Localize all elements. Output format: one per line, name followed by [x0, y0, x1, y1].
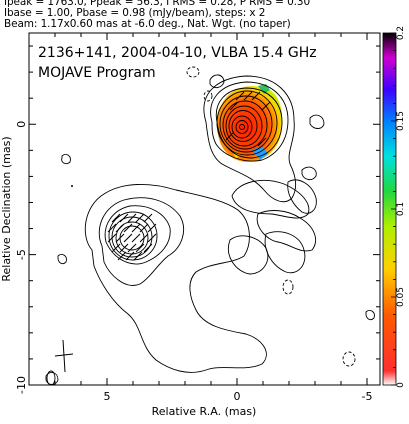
plot-frame [28, 32, 381, 386]
core-evpa-vectors [225, 91, 271, 147]
colorbar-ticks: 0 0.05 0.1 0.15 0.2 [391, 26, 406, 388]
y-axis: 0 -5 -10 [15, 45, 380, 394]
y-tick-label: -5 [15, 249, 28, 260]
header-intensity-stats: Ipeak = 1763.0, Ppeak = 56.3, I RMS = 0.… [4, 0, 311, 8]
colorbar-tick-label: 0.15 [396, 111, 406, 131]
negative-contours [186, 66, 356, 367]
beam-cross [54, 339, 74, 373]
x-axis: 5 0 -5 [28, 33, 373, 403]
colorbar-tick-label: 0 [396, 382, 406, 388]
y-tick-label: 0 [15, 121, 28, 128]
x-axis-label: Relative R.A. (mas) [152, 405, 257, 418]
y-tick-label: -10 [15, 376, 28, 394]
core-contours [203, 75, 297, 203]
x-tick-label: 0 [234, 390, 241, 403]
jet-contours [45, 74, 375, 385]
beam-ellipse [46, 370, 56, 385]
colorbar-tick-label: 0.2 [396, 26, 406, 40]
x-tick-label: -5 [362, 390, 373, 403]
colorbar-tick-label: 0.1 [396, 202, 406, 216]
program-title: MOJAVE Program [38, 65, 156, 81]
x-tick-label: 5 [104, 390, 111, 403]
polarization-color-edge-left [232, 150, 240, 160]
noise-dot [71, 185, 73, 187]
source-title: 2136+141, 2004-04-10, VLBA 15.4 GHz [38, 45, 317, 61]
header-base-levels: Ibase = 1.00, Pbase = 0.98 (mJy/beam), s… [4, 7, 266, 19]
y-axis-label: Relative Declination (mas) [0, 136, 13, 281]
colorbar-tick-label: 0.05 [396, 287, 406, 307]
header-beam-info: Beam: 1.17x0.60 mas at -6.0 deg., Nat. W… [4, 18, 291, 30]
evpa-vectors [107, 213, 157, 261]
